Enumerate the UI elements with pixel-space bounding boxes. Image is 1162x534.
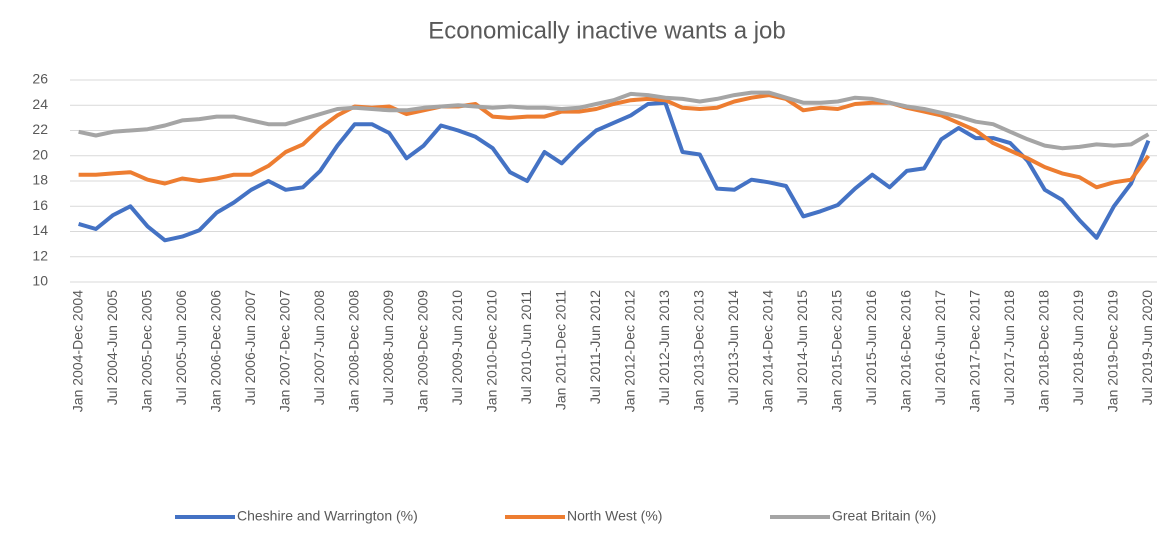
x-tick-label: Jul 2004-Jun 2005: [104, 290, 120, 405]
x-tick-label: Jan 2006-Dec 2006: [207, 290, 223, 412]
x-tick-label: Jul 2009-Jun 2010: [449, 290, 465, 405]
x-tick-label: Jan 2018-Dec 2018: [1036, 290, 1052, 412]
x-tick-label: Jul 2018-Jun 2019: [1070, 290, 1086, 405]
y-tick-label: 22: [32, 121, 48, 137]
x-tick-label: Jul 2011-Jun 2012: [587, 290, 603, 404]
x-tick-label: Jan 2009-Dec 2009: [414, 290, 430, 412]
x-tick-label: Jan 2016-Dec 2016: [898, 290, 914, 412]
x-tick-label: Jul 2017-Jun 2018: [1001, 290, 1017, 405]
y-tick-label: 18: [32, 172, 48, 188]
series-line: [78, 93, 1151, 190]
x-tick-label: Jan 2012-Dec 2012: [621, 290, 637, 412]
x-tick-label: Jan 2013-Dec 2013: [690, 290, 706, 412]
x-tick-label: Jul 2012-Jun 2013: [656, 290, 672, 405]
x-tick-label: Jul 2008-Jun 2009: [380, 290, 396, 405]
x-tick-label: Jan 2017-Dec 2017: [967, 290, 983, 412]
x-tick-label: Jul 2010-Jun 2011: [518, 290, 534, 404]
y-tick-label: 14: [32, 222, 48, 238]
x-tick-label: Jul 2015-Jun 2016: [863, 290, 879, 405]
x-tick-label: Jul 2013-Jun 2014: [725, 290, 741, 405]
chart-title: Economically inactive wants a job: [428, 17, 786, 44]
legend-label: North West (%): [567, 508, 662, 524]
y-tick-label: 20: [32, 146, 48, 162]
x-tick-label: Jul 2016-Jun 2017: [932, 290, 948, 405]
y-tick-label: 10: [32, 273, 48, 289]
x-tick-label: Jan 2004-Dec 2004: [69, 290, 85, 412]
y-tick-label: 26: [32, 71, 48, 87]
x-tick-label: Jan 2015-Dec 2015: [829, 290, 845, 412]
series-line: [78, 90, 1150, 151]
x-tick-label: Jan 2008-Dec 2008: [345, 290, 361, 412]
x-tick-label: Jan 2014-Dec 2014: [759, 290, 775, 412]
y-tick-label: 16: [32, 197, 48, 213]
x-tick-label: Jan 2010-Dec 2010: [483, 290, 499, 412]
legend-label: Great Britain (%): [832, 508, 936, 524]
x-tick-label: Jan 2019-Dec 2019: [1105, 290, 1121, 412]
series-line: [78, 100, 1151, 243]
x-tick-label: Jan 2005-Dec 2005: [138, 290, 154, 412]
y-tick-label: 12: [32, 247, 48, 263]
x-tick-label: Jul 2006-Jun 2007: [242, 290, 258, 405]
legend-label: Cheshire and Warrington (%): [237, 508, 418, 524]
x-tick-label: Jan 2011-Dec 2011: [552, 290, 568, 410]
x-tick-label: Jul 2005-Jun 2006: [173, 290, 189, 405]
x-tick-label: Jul 2007-Jun 2008: [311, 290, 327, 405]
x-tick-label: Jul 2019-Jun 2020: [1139, 290, 1155, 405]
x-tick-label: Jan 2007-Dec 2007: [276, 290, 292, 412]
y-tick-label: 24: [32, 96, 48, 112]
x-tick-label: Jul 2014-Jun 2015: [794, 290, 810, 405]
